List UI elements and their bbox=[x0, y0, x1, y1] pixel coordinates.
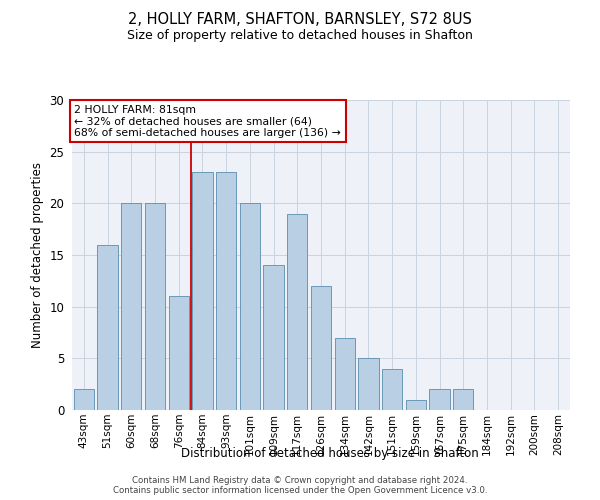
Bar bbox=[169, 296, 189, 410]
Bar bbox=[453, 390, 473, 410]
Text: Contains HM Land Registry data © Crown copyright and database right 2024.
Contai: Contains HM Land Registry data © Crown c… bbox=[113, 476, 487, 495]
Bar bbox=[263, 266, 284, 410]
Bar bbox=[430, 390, 449, 410]
Text: Distribution of detached houses by size in Shafton: Distribution of detached houses by size … bbox=[181, 448, 479, 460]
Text: Size of property relative to detached houses in Shafton: Size of property relative to detached ho… bbox=[127, 29, 473, 42]
Bar bbox=[311, 286, 331, 410]
Bar bbox=[406, 400, 426, 410]
Bar bbox=[335, 338, 355, 410]
Text: 2, HOLLY FARM, SHAFTON, BARNSLEY, S72 8US: 2, HOLLY FARM, SHAFTON, BARNSLEY, S72 8U… bbox=[128, 12, 472, 28]
Bar bbox=[145, 204, 165, 410]
Y-axis label: Number of detached properties: Number of detached properties bbox=[31, 162, 44, 348]
Bar bbox=[74, 390, 94, 410]
Bar bbox=[121, 204, 142, 410]
Text: 2 HOLLY FARM: 81sqm
← 32% of detached houses are smaller (64)
68% of semi-detach: 2 HOLLY FARM: 81sqm ← 32% of detached ho… bbox=[74, 104, 341, 138]
Bar bbox=[240, 204, 260, 410]
Bar bbox=[97, 244, 118, 410]
Bar bbox=[382, 368, 402, 410]
Bar bbox=[287, 214, 307, 410]
Bar bbox=[358, 358, 379, 410]
Bar bbox=[193, 172, 212, 410]
Bar bbox=[216, 172, 236, 410]
